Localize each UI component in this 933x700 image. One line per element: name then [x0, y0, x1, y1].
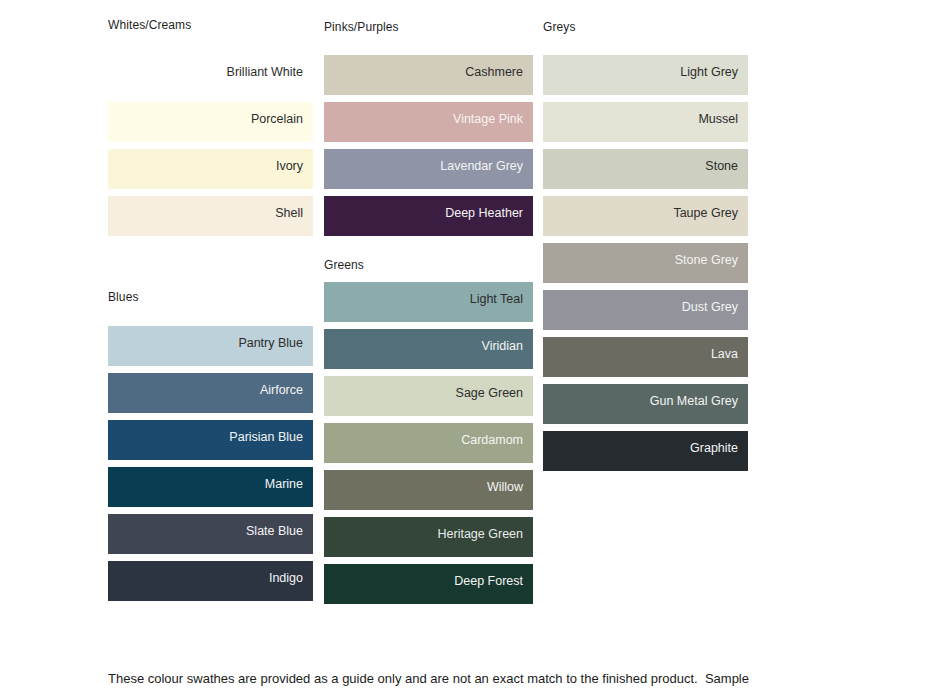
- swatch-graphite: Graphite: [543, 431, 748, 471]
- swatch-label: Taupe Grey: [673, 206, 738, 221]
- swatch-stone-grey: Stone Grey: [543, 243, 748, 283]
- swatch-marine: Marine: [108, 467, 313, 507]
- swatch-label: Dust Grey: [682, 300, 738, 315]
- swatch-label: Porcelain: [251, 112, 303, 127]
- swatch-vintage-pink: Vintage Pink: [324, 102, 533, 142]
- swatch-label: Pantry Blue: [238, 336, 303, 351]
- swatch-label: Airforce: [260, 383, 303, 398]
- swatch-taupe-grey: Taupe Grey: [543, 196, 748, 236]
- swatch-label: Heritage Green: [438, 527, 523, 542]
- group-title-pinks-purples: Pinks/Purples: [324, 20, 533, 34]
- group-title-whites-creams: Whites/Creams: [108, 18, 313, 32]
- swatch-label: Cashmere: [465, 65, 523, 80]
- swatch-brilliant-white: Brilliant White: [108, 55, 313, 95]
- swatch-label: Viridian: [482, 339, 523, 354]
- disclaimer-line-1: These colour swathes are provided as a g…: [108, 671, 768, 687]
- swatch-label: Willow: [487, 480, 523, 495]
- swatch-label: Sage Green: [456, 386, 523, 401]
- group-title-greys: Greys: [543, 20, 748, 34]
- group-title-greens: Greens: [324, 258, 533, 272]
- swatch-heritage-green: Heritage Green: [324, 517, 533, 557]
- swatch-ivory: Ivory: [108, 149, 313, 189]
- swatch-deep-heather: Deep Heather: [324, 196, 533, 236]
- group-greens: Light Teal Viridian Sage Green Cardamom …: [324, 282, 533, 611]
- swatch-label: Cardamom: [461, 433, 523, 448]
- swatch-light-teal: Light Teal: [324, 282, 533, 322]
- colour-chart-page: Whites/Creams Brilliant White Porcelain …: [0, 0, 933, 700]
- swatch-parisian-blue: Parisian Blue: [108, 420, 313, 460]
- swatch-label: Indigo: [269, 571, 303, 586]
- swatch-stone: Stone: [543, 149, 748, 189]
- swatch-label: Lava: [711, 347, 738, 362]
- swatch-mussel: Mussel: [543, 102, 748, 142]
- swatch-willow: Willow: [324, 470, 533, 510]
- group-whites-creams: Brilliant White Porcelain Ivory Shell: [108, 55, 313, 243]
- swatch-gun-metal-grey: Gun Metal Grey: [543, 384, 748, 424]
- swatch-pantry-blue: Pantry Blue: [108, 326, 313, 366]
- swatch-label: Shell: [275, 206, 303, 221]
- swatch-porcelain: Porcelain: [108, 102, 313, 142]
- swatch-sage-green: Sage Green: [324, 376, 533, 416]
- swatch-label: Stone Grey: [675, 253, 738, 268]
- swatch-label: Mussel: [698, 112, 738, 127]
- swatch-label: Graphite: [690, 441, 738, 456]
- swatch-lava: Lava: [543, 337, 748, 377]
- disclaimer-text: These colour swathes are provided as a g…: [108, 639, 768, 700]
- swatch-label: Light Grey: [680, 65, 738, 80]
- swatch-viridian: Viridian: [324, 329, 533, 369]
- swatch-cardamom: Cardamom: [324, 423, 533, 463]
- swatch-label: Deep Forest: [454, 574, 523, 589]
- swatch-label: Slate Blue: [246, 524, 303, 539]
- swatch-label: Stone: [705, 159, 738, 174]
- swatch-label: Light Teal: [470, 292, 523, 307]
- group-blues: Pantry Blue Airforce Parisian Blue Marin…: [108, 326, 313, 608]
- swatch-dust-grey: Dust Grey: [543, 290, 748, 330]
- swatch-shell: Shell: [108, 196, 313, 236]
- group-greys: Light Grey Mussel Stone Taupe Grey Stone…: [543, 55, 748, 478]
- swatch-light-grey: Light Grey: [543, 55, 748, 95]
- swatch-label: Deep Heather: [445, 206, 523, 221]
- swatch-deep-forest: Deep Forest: [324, 564, 533, 604]
- swatch-label: Brilliant White: [227, 65, 303, 80]
- swatch-cashmere: Cashmere: [324, 55, 533, 95]
- group-title-blues: Blues: [108, 290, 313, 304]
- swatch-label: Vintage Pink: [453, 112, 523, 127]
- swatch-label: Lavendar Grey: [440, 159, 523, 174]
- group-pinks-purples: Cashmere Vintage Pink Lavendar Grey Deep…: [324, 55, 533, 243]
- swatch-label: Ivory: [276, 159, 303, 174]
- swatch-indigo: Indigo: [108, 561, 313, 601]
- swatch-label: Gun Metal Grey: [650, 394, 738, 409]
- swatch-lavendar-grey: Lavendar Grey: [324, 149, 533, 189]
- swatch-slate-blue: Slate Blue: [108, 514, 313, 554]
- swatch-label: Marine: [265, 477, 303, 492]
- swatch-airforce: Airforce: [108, 373, 313, 413]
- swatch-label: Parisian Blue: [229, 430, 303, 445]
